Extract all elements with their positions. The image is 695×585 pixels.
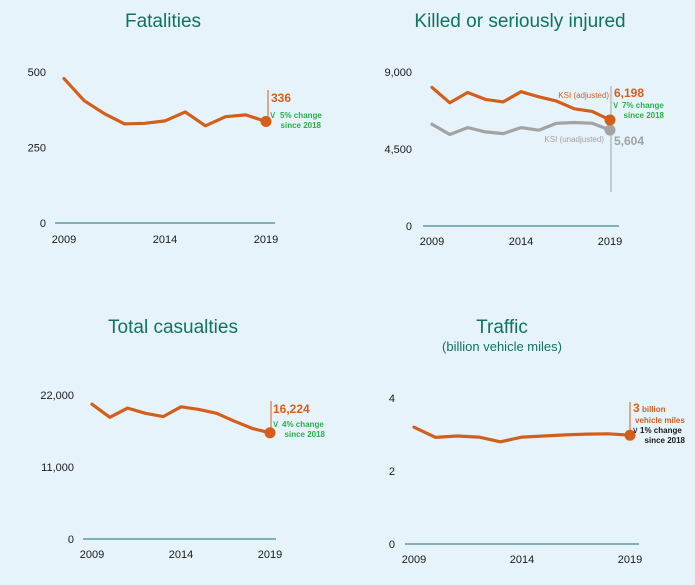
callout-change: 5% change (280, 111, 322, 120)
callout-value: 6,198 (614, 86, 644, 100)
y-tick-label: 4,500 (384, 144, 412, 156)
callout-arrow: ∨ (612, 100, 619, 111)
x-tick-label: 2014 (153, 234, 177, 246)
callout-arrow: ∨ (632, 425, 639, 435)
series-line (62, 76, 268, 128)
series-line (430, 85, 612, 122)
y-tick-label: 2 (389, 466, 395, 478)
x-tick-label: 2009 (420, 236, 444, 248)
x-tick-label: 2009 (402, 554, 426, 566)
y-tick-label: 0 (389, 539, 395, 551)
end-point-marker (604, 124, 616, 136)
panel-total-casualties: Total casualties 0 11,000 22,000 2009 2014 20… (40, 317, 325, 561)
callout-value: 16,224 (273, 402, 310, 416)
callout-since: since 2018 (285, 430, 326, 439)
x-tick-label: 2009 (52, 234, 76, 246)
callout-value: 336 (271, 91, 291, 105)
series-line (412, 425, 632, 444)
callout-change: 4% change (282, 420, 324, 429)
callout-since: since 2018 (624, 111, 665, 120)
callout-value-unadjusted: 5,604 (614, 134, 644, 148)
chart-title: Total casualties (108, 317, 238, 338)
x-tick-label: 2014 (169, 549, 193, 561)
y-tick-label: 22,000 (40, 390, 74, 402)
y-tick-label: 250 (28, 143, 46, 155)
y-tick-label: 0 (68, 534, 74, 546)
series-line (90, 402, 272, 435)
series-label-ksi-unadjusted: KSI (unadjusted) (544, 135, 604, 144)
y-tick-label: 11,000 (41, 462, 74, 474)
panel-traffic: Traffic (billion vehicle miles) 0 2 4 2009 2… (389, 317, 686, 566)
series-line (430, 120, 612, 137)
x-tick-label: 2019 (254, 234, 278, 246)
panel-ksi: Killed or seriously injured 0 4,500 9,000 2… (384, 11, 664, 248)
y-tick-label: 4 (389, 393, 395, 405)
callout-value: 3 (633, 401, 640, 415)
x-tick-label: 2014 (510, 554, 534, 566)
callout-arrow: ∨ (272, 419, 279, 430)
end-point-marker (604, 114, 616, 126)
callout-since: since 2018 (281, 121, 322, 130)
x-tick-label: 2019 (598, 236, 622, 248)
callout-change: 1% change (640, 426, 682, 435)
callout-value-unit-2: vehicle miles (635, 416, 685, 425)
chart-title: Traffic (476, 317, 528, 338)
y-tick-label: 0 (40, 218, 46, 230)
panel-fatalities: Fatalities 0 250 500 2009 2014 2019 336 ∨ 5% … (28, 11, 323, 246)
chart-title: Fatalities (125, 11, 201, 32)
end-point-marker (264, 427, 276, 439)
callout-arrow: ∨ (269, 110, 276, 121)
x-tick-label: 2019 (258, 549, 282, 561)
x-tick-label: 2014 (509, 236, 533, 248)
chart-title: Killed or seriously injured (414, 11, 625, 32)
x-tick-label: 2019 (618, 554, 642, 566)
y-tick-label: 9,000 (384, 67, 412, 79)
x-tick-label: 2009 (80, 549, 104, 561)
y-tick-label: 500 (28, 67, 46, 79)
callout-value-unit: billion (642, 405, 666, 414)
end-point-marker (624, 429, 636, 441)
end-point-marker (260, 116, 272, 128)
callout-change: 7% change (622, 101, 664, 110)
series-label-ksi-adjusted: KSI (adjusted) (558, 91, 609, 100)
callout-since: since 2018 (645, 436, 686, 445)
y-tick-label: 0 (406, 221, 412, 233)
chart-subtitle: (billion vehicle miles) (442, 339, 562, 354)
